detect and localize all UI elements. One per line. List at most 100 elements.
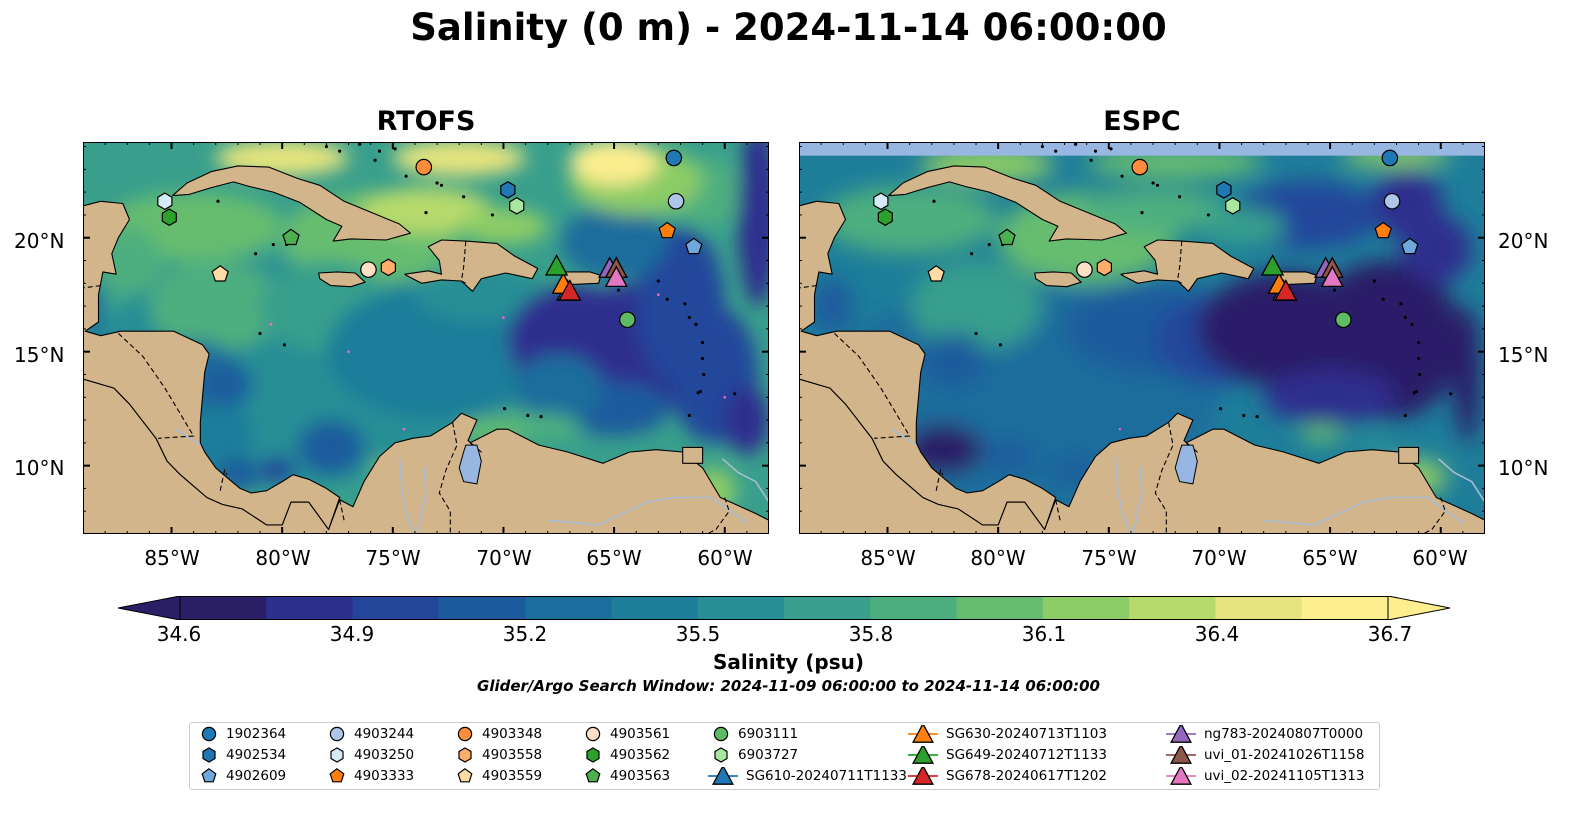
map-svg: [799, 142, 1485, 534]
argo-float-4903558[interactable]: [1096, 258, 1112, 277]
argo-float-6903111[interactable]: [619, 311, 636, 329]
argo-float-4903562[interactable]: [877, 208, 893, 226]
legend-label: SG678-20240617T1202: [946, 768, 1107, 784]
argo-float-4903559[interactable]: [211, 265, 229, 282]
argo-float-4902609[interactable]: [1401, 237, 1419, 255]
colorbar-svg: [117, 595, 1451, 621]
lon-label-65w-espc: 65°W: [1302, 546, 1358, 570]
legend-item: SG610-20240711T1133: [708, 767, 907, 785]
lon-label-85w-espc: 85°W: [860, 546, 916, 570]
panel-title-espc: ESPC: [1103, 106, 1181, 137]
argo-float-4903563[interactable]: [282, 228, 300, 246]
legend-label: 4902534: [226, 747, 287, 763]
argo-float-4903333[interactable]: [658, 221, 676, 239]
search-window-note: Glider/Argo Search Window: 2024-11-09 06…: [477, 677, 1100, 695]
map-panel-rtofs[interactable]: [83, 142, 769, 534]
circle-marker-icon: [585, 726, 601, 742]
legend-item: uvi_02-20241105T1313: [1166, 767, 1364, 785]
legend-item: 4903333: [328, 767, 414, 785]
legend-label: SG610-20240711T1133: [746, 768, 907, 784]
argo-float-4903348[interactable]: [415, 158, 433, 176]
glider-triangle-icon: [1166, 746, 1196, 764]
glider-markers: [544, 254, 628, 301]
hexagon-marker-icon: [714, 747, 728, 763]
argo-float-4903250[interactable]: [157, 192, 173, 211]
map-frame: [799, 142, 1485, 534]
argo-float-4903562[interactable]: [161, 208, 177, 226]
argo-float-6903111[interactable]: [1335, 311, 1352, 329]
colorbar-tick: 36.1: [1021, 622, 1067, 646]
map-svg: [83, 142, 769, 534]
argo-float-4903244[interactable]: [667, 192, 685, 210]
argo-float-6903727[interactable]: [1225, 197, 1241, 215]
glider-SG678-20240617T1202[interactable]: [1274, 279, 1298, 301]
argo-float-6903727[interactable]: [509, 197, 525, 215]
glider-markers: [1260, 254, 1344, 301]
colorbar-tick: 34.9: [329, 622, 375, 646]
colorbar-segment: [611, 596, 699, 620]
salinity-field: [810, 144, 1481, 512]
glider-uvi_02-20241105T1313[interactable]: [1320, 265, 1344, 288]
pentagon-marker-icon: [457, 768, 473, 783]
landmass: [83, 142, 769, 534]
glider-triangle-icon: [908, 725, 938, 743]
map-panel-espc[interactable]: [799, 142, 1485, 534]
colorbar-tick: 36.4: [1194, 622, 1240, 646]
legend: 1902364 4902534 4902609 4903244 4903250 49033…: [189, 722, 1380, 790]
lat-label-10n: 10°N: [14, 456, 65, 480]
circle-marker-icon: [457, 726, 473, 742]
argo-float-4902534[interactable]: [500, 181, 516, 199]
lon-label-70w: 70°W: [476, 546, 532, 570]
argo-float-4903348[interactable]: [1131, 158, 1149, 176]
lon-label-75w: 75°W: [365, 546, 421, 570]
legend-item: 4903563: [584, 767, 670, 785]
legend-item: ng783-20240807T0000: [1166, 725, 1363, 743]
colorbar-segment: [1301, 596, 1389, 620]
argo-float-1902364[interactable]: [665, 149, 683, 167]
glider-SG649-20240712T1133[interactable]: [1260, 254, 1285, 276]
argo-float-4903333[interactable]: [1374, 221, 1392, 239]
legend-label: 4903562: [610, 747, 671, 763]
colorbar-segment: [266, 596, 354, 620]
panel-title-rtofs: RTOFS: [376, 106, 476, 137]
hexagon-marker-icon: [202, 747, 216, 763]
colorbar-tick: 35.5: [675, 622, 721, 646]
legend-label: 4903558: [482, 747, 543, 763]
argo-float-4903561[interactable]: [360, 261, 377, 278]
pentagon-marker-icon: [201, 768, 217, 783]
colorbar-tick: 35.2: [502, 622, 548, 646]
legend-label: 4902609: [226, 768, 287, 784]
colorbar: [117, 595, 1451, 621]
argo-float-1902364[interactable]: [1381, 149, 1399, 167]
colorbar-segment: [1215, 596, 1303, 620]
glider-triangle-icon: [1166, 767, 1196, 785]
landmass: [799, 142, 1485, 534]
glider-SG678-20240617T1202[interactable]: [558, 279, 582, 301]
argo-float-4903561[interactable]: [1076, 261, 1093, 278]
argo-float-4902534[interactable]: [1216, 181, 1232, 199]
legend-label: ng783-20240807T0000: [1204, 726, 1364, 742]
hexagon-marker-icon: [458, 747, 472, 763]
legend-item: 6903111: [712, 725, 798, 743]
lon-label-80w: 80°W: [255, 546, 311, 570]
lat-label-20n-right: 20°N: [1498, 229, 1549, 253]
argo-float-4903558[interactable]: [380, 258, 396, 277]
legend-label: 4903250: [354, 747, 415, 763]
glider-uvi_02-20241105T1313[interactable]: [604, 265, 628, 288]
argo-float-4903563[interactable]: [998, 228, 1016, 246]
colorbar-tick: 34.6: [156, 622, 202, 646]
argo-float-4903244[interactable]: [1383, 192, 1401, 210]
legend-label: 4903333: [354, 768, 415, 784]
hexagon-marker-icon: [586, 747, 600, 763]
lon-label-60w: 60°W: [697, 546, 753, 570]
legend-item: 1902364: [200, 725, 286, 743]
glider-SG649-20240712T1133[interactable]: [544, 254, 569, 276]
lon-label-70w-espc: 70°W: [1191, 546, 1247, 570]
argo-float-4903250[interactable]: [873, 192, 889, 211]
lat-label-15n-right: 15°N: [1498, 343, 1549, 367]
argo-float-4903559[interactable]: [927, 265, 945, 282]
legend-label: 4903244: [354, 726, 415, 742]
lon-label-75w-espc: 75°W: [1081, 546, 1137, 570]
legend-item: 4902609: [200, 767, 286, 785]
argo-float-4902609[interactable]: [685, 237, 703, 255]
